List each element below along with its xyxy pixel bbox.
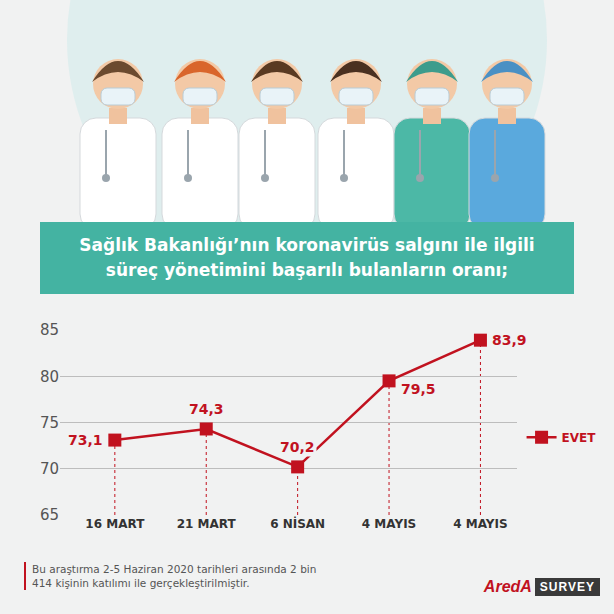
svg-text:4 MAYIS: 4 MAYIS — [362, 517, 416, 531]
svg-text:16 MART: 16 MART — [85, 517, 145, 531]
html-text:Bu araştırma 2-5 Haziran 2020: Bu araştırma 2-5 Haziran 2020 tarihleri … — [32, 563, 317, 589]
svg-text:4 MAYIS: 4 MAYIS — [453, 517, 507, 531]
html-text:AredA: AredA — [483, 578, 532, 595]
html-text:SURVEY: SURVEY — [539, 580, 595, 594]
svg-text:70,2: 70,2 — [280, 439, 315, 455]
svg-text:74,3: 74,3 — [189, 401, 224, 417]
svg-text:73,1: 73,1 — [68, 432, 103, 448]
svg-text:79,5: 79,5 — [401, 381, 436, 397]
svg-text:6 NİSAN: 6 NİSAN — [270, 516, 325, 531]
svg-text:65: 65 — [40, 506, 59, 524]
html-text:Sağlık Bakanlığı’nın koronavir: Sağlık Bakanlığı’nın koronavirüs salgını… — [79, 235, 535, 280]
svg-text:80: 80 — [40, 368, 59, 386]
svg-text:85: 85 — [40, 321, 59, 339]
svg-text:21 MART: 21 MART — [177, 517, 237, 531]
svg-text:EVET: EVET — [562, 431, 597, 445]
svg-text:83,9: 83,9 — [492, 332, 527, 348]
svg-text:75: 75 — [40, 414, 59, 432]
svg-text:70: 70 — [40, 460, 59, 478]
